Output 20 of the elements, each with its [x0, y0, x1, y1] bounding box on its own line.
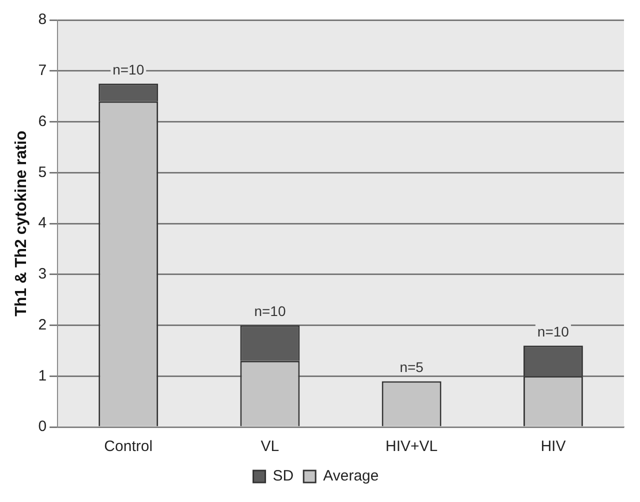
annotation: n=5	[400, 359, 424, 376]
y-tick-label: 7	[38, 62, 47, 80]
x-tick-label: Control	[104, 438, 153, 456]
y-tick-label: 4	[38, 214, 47, 232]
y-tick-label: 3	[38, 266, 47, 283]
x-tick-label: HIV+VL	[386, 438, 438, 456]
y-tick-label: 6	[38, 112, 47, 130]
annotation: n=10	[112, 61, 144, 78]
y-tick-label: 8	[38, 11, 47, 28]
x-tick-label: VL	[260, 438, 280, 456]
y-tick-label: 5	[38, 164, 47, 181]
legend-label: SD	[272, 468, 294, 485]
annotation: n=10	[254, 303, 286, 320]
annotation: n=10	[537, 323, 570, 340]
y-axis-title: Th1 & Th2 cytokine ratio	[13, 130, 30, 316]
y-tick-label: 0	[38, 418, 47, 436]
y-tick-label: 2	[38, 316, 47, 334]
x-tick-label: HIV	[540, 438, 566, 456]
y-tick-label: 1	[38, 367, 47, 384]
legend-label: Average	[323, 468, 379, 485]
